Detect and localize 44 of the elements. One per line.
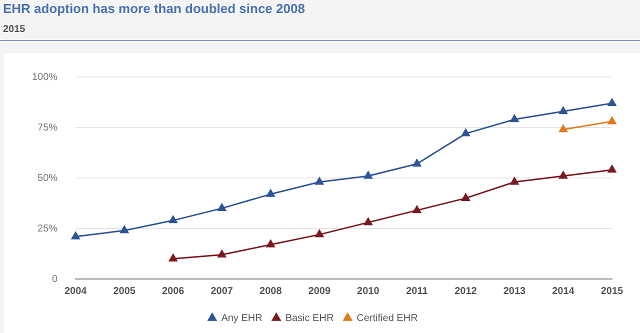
- x-tick-label: 2008: [260, 286, 282, 297]
- point: [608, 98, 616, 106]
- point: [266, 240, 275, 248]
- x-tick-label: 2010: [357, 286, 380, 297]
- point: [218, 250, 226, 258]
- legend-label: Basic EHR: [285, 312, 334, 324]
- x-tick-label: 2007: [210, 286, 234, 297]
- point: [71, 232, 80, 240]
- point: [510, 114, 519, 122]
- point: [461, 193, 470, 201]
- point: [608, 165, 616, 173]
- y-tick-label: 100%: [32, 72, 58, 83]
- point: [412, 159, 422, 167]
- x-tick-label: 2005: [113, 286, 136, 297]
- point: [168, 216, 178, 224]
- point: [510, 177, 519, 185]
- point: [315, 230, 324, 238]
- point: [559, 171, 568, 179]
- chart-subtitle: 2015: [3, 24, 26, 35]
- y-tick-label: 0: [52, 274, 58, 285]
- x-tick-label: 2013: [503, 286, 526, 297]
- point: [315, 177, 324, 185]
- legend-label: Any EHR: [221, 312, 262, 324]
- point: [266, 189, 275, 197]
- point: [461, 128, 470, 136]
- x-tick-label: 2012: [454, 286, 478, 297]
- legend-label: Certified EHR: [356, 312, 418, 324]
- y-tick-label: 50%: [38, 172, 58, 184]
- point: [120, 226, 129, 234]
- y-tick-label: 25%: [38, 223, 58, 234]
- point: [168, 254, 178, 262]
- x-tick-label: 2004: [64, 286, 88, 297]
- point: [364, 218, 372, 226]
- x-tick-label: 2006: [162, 286, 185, 297]
- point: [412, 206, 422, 214]
- x-tick-label: 2015: [600, 286, 624, 297]
- point: [559, 106, 568, 114]
- point: [218, 204, 226, 212]
- x-tick-label: 2014: [552, 286, 575, 297]
- y-tick-label: 75%: [38, 122, 58, 134]
- chart-title: EHR adoption has more than doubled since 2008: [3, 0, 306, 16]
- point: [364, 171, 372, 179]
- x-tick-label: 2011: [406, 286, 428, 297]
- x-tick-label: 2009: [308, 286, 331, 297]
